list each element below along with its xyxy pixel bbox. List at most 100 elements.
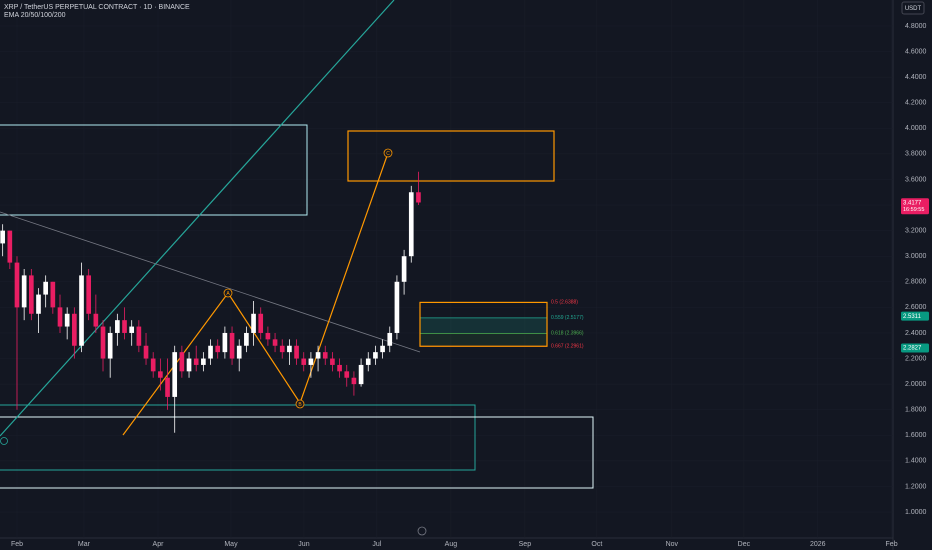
currency[interactable]: USDT: [905, 6, 922, 12]
candle-body: [416, 192, 421, 203]
candle-body: [115, 320, 120, 333]
candle-body: [215, 345, 221, 353]
x-tick-label: Feb: [11, 541, 23, 548]
candle-body: [287, 345, 292, 353]
wave-label: A: [226, 291, 230, 297]
y-tick-label: 3.2000: [905, 227, 927, 234]
zone-box: [0, 404, 476, 471]
fib-label: 0.5 (2.6388): [551, 300, 578, 306]
x-tick-label: Apr: [153, 541, 165, 548]
y-tick-label: 4.0000: [905, 125, 927, 132]
candle-body: [64, 313, 70, 327]
y-tick-label: 4.6000: [905, 48, 927, 55]
candle-body: [129, 326, 135, 333]
candle-body: [7, 230, 13, 263]
chart-title: XRP / TetherUS PERPETUAL CONTRACT · 1D ·…: [4, 4, 190, 11]
candle-body: [150, 358, 156, 372]
price-label: 2.2827: [903, 346, 922, 352]
fib-label: 0.667 (2.2961): [551, 344, 584, 350]
candle-body: [72, 313, 77, 346]
trend-line: [0, 0, 395, 437]
x-tick-label: 2026: [810, 541, 826, 548]
fib-box: [419, 301, 548, 347]
y-tick-label: 2.6000: [905, 304, 927, 311]
wave-marker: [223, 288, 233, 298]
candle-body: [358, 364, 364, 385]
x-tick-label: Feb: [886, 541, 898, 548]
candle-body: [380, 345, 385, 353]
candle-body: [236, 345, 242, 359]
candle-body: [143, 345, 149, 359]
candle-body: [387, 332, 393, 346]
grid: [0, 0, 893, 538]
candle-body: [79, 275, 84, 346]
candle-body: [122, 320, 127, 333]
candle-body: [21, 275, 27, 308]
y-tick-label: 4.4000: [905, 74, 927, 81]
candle-body: [279, 345, 285, 353]
candle-body: [57, 307, 63, 327]
candle-body: [308, 358, 314, 365]
axes: 1.0000 1.2000 1.4000 1.6000 1.8000 2.0000 2.20…: [11, 23, 929, 548]
candles: [0, 171, 421, 433]
y-tick-label: 3.8000: [905, 151, 927, 158]
price-sublabel: 16:59:55: [903, 207, 924, 213]
candle-body: [43, 281, 48, 295]
y-tick-label: 4.8000: [905, 23, 927, 30]
fib-label: 0.618 (2.3966): [551, 331, 584, 337]
zone-box: [0, 124, 308, 216]
y-tick-label: 2.2000: [905, 355, 927, 362]
candle-body: [107, 332, 113, 359]
candle-body: [86, 275, 92, 314]
wave-marker: [295, 399, 305, 409]
candle-body: [408, 192, 414, 257]
y-tick-label: 2.0000: [905, 381, 927, 388]
price-label-box: [901, 198, 929, 215]
candle-body: [373, 352, 378, 359]
candle-body: [258, 313, 264, 333]
fib-label: 0.559 (2.5177): [551, 315, 584, 321]
candle-body: [394, 281, 400, 333]
y-tick-label: 2.8000: [905, 279, 927, 286]
y-tick-label: 4.2000: [905, 100, 927, 107]
candle-body: [337, 364, 342, 372]
y-tick-label: 1.4000: [905, 458, 927, 465]
price-label-box: [901, 343, 929, 353]
candle-body: [322, 352, 328, 359]
target-box: [347, 130, 555, 182]
candle-body: [222, 332, 228, 353]
candle-body: [344, 371, 350, 378]
candle-body: [93, 313, 99, 327]
price-label: 3.4177: [903, 200, 922, 206]
price-label: 2.5311: [903, 314, 922, 320]
y-tick-label: 2.4000: [905, 330, 927, 337]
currency-box[interactable]: [901, 1, 925, 15]
zone-box: [0, 416, 594, 489]
x-tick-label: Dec: [738, 541, 751, 548]
y-tick-label: 1.8000: [905, 407, 927, 414]
wave-label: B: [298, 402, 302, 408]
candle-body: [330, 358, 335, 365]
y-tick-label: 3.0000: [905, 253, 927, 260]
candle-body: [201, 358, 206, 365]
candle-body: [165, 377, 170, 397]
x-tick-label: Mar: [78, 541, 91, 548]
candle-body: [28, 275, 34, 314]
y-tick-label: 1.2000: [905, 483, 927, 490]
scroll-button[interactable]: [417, 526, 427, 536]
candle-body: [315, 352, 321, 359]
fib-fill: [420, 333, 547, 347]
trend-line: [0, 211, 421, 353]
candle-body: [179, 352, 185, 372]
x-tick-label: Oct: [591, 541, 602, 548]
y-tick-label: 3.6000: [905, 176, 927, 183]
candle-body: [158, 371, 163, 378]
x-tick-label: Jun: [298, 541, 309, 548]
candle-body: [14, 262, 20, 308]
candle-body: [294, 345, 299, 359]
y-tick-label: 1.0000: [905, 509, 927, 516]
candle-body: [186, 358, 192, 372]
marker: [0, 437, 8, 445]
x-tick-label: Aug: [445, 541, 458, 548]
wave-labels: A B C: [223, 148, 393, 409]
